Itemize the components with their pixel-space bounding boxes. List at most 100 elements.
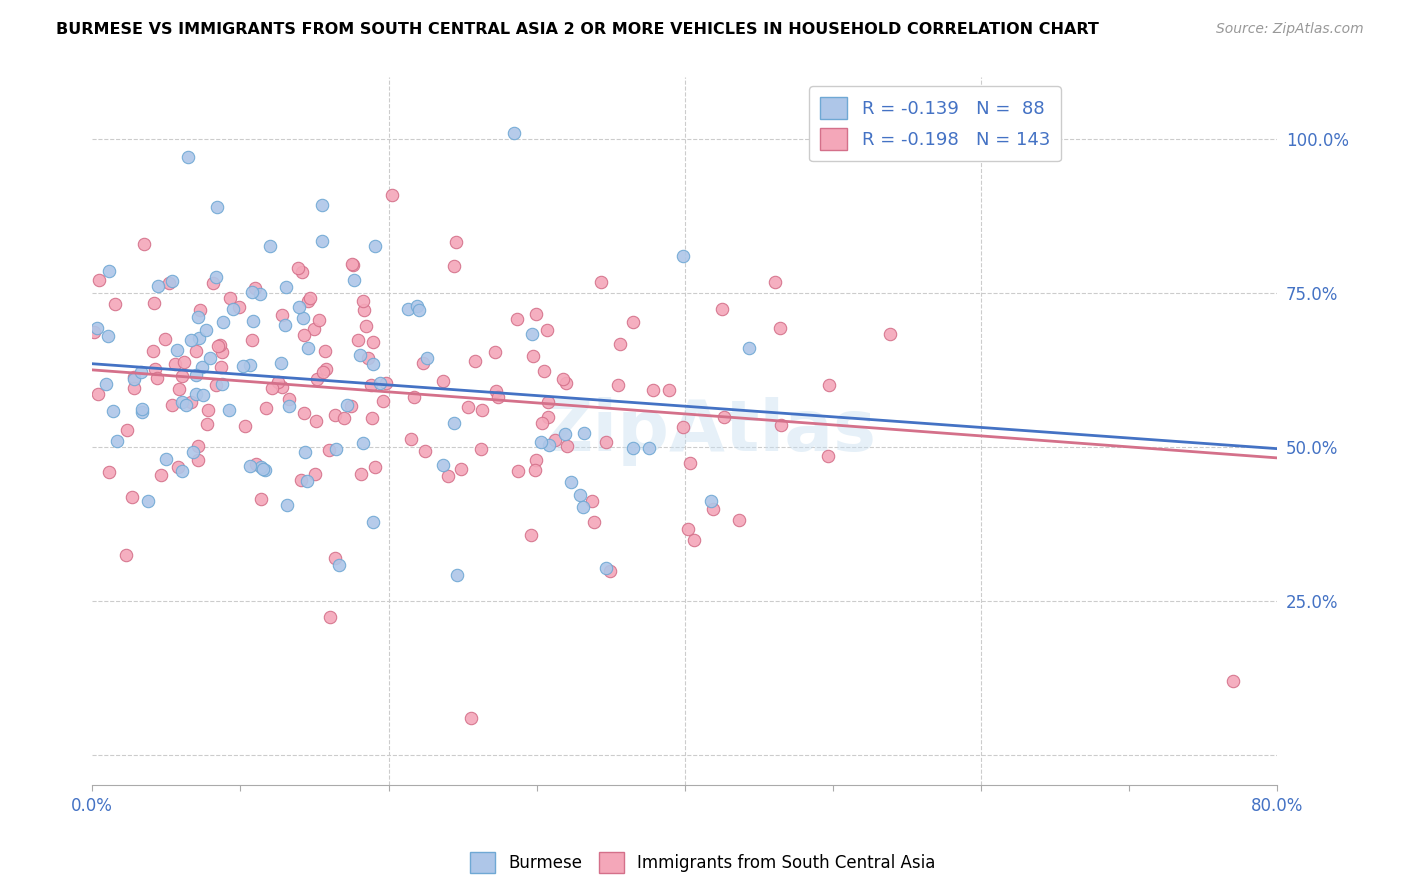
Point	[115, 424, 138, 438]
Point	[172, 464, 194, 478]
Point	[122, 381, 145, 395]
Point	[770, 418, 793, 433]
Legend: Burmese, Immigrants from South Central Asia: Burmese, Immigrants from South Central A…	[464, 846, 942, 880]
Point	[572, 426, 595, 441]
Point	[311, 234, 333, 248]
Point	[568, 488, 591, 502]
Point	[353, 303, 375, 318]
Point	[122, 369, 145, 384]
Point	[243, 281, 266, 295]
Point	[412, 356, 434, 370]
Point	[381, 187, 404, 202]
Point	[96, 377, 118, 392]
Point	[294, 445, 316, 459]
Point	[702, 502, 724, 516]
Point	[160, 274, 183, 288]
Point	[581, 494, 603, 508]
Point	[187, 310, 209, 325]
Point	[233, 418, 256, 433]
Point	[607, 378, 630, 392]
Point	[335, 398, 357, 412]
Point	[292, 310, 315, 325]
Point	[245, 457, 267, 471]
Point	[292, 328, 315, 343]
Point	[170, 369, 193, 384]
Point	[270, 356, 292, 370]
Point	[373, 394, 395, 409]
Point	[443, 260, 465, 274]
Point	[343, 273, 366, 287]
Point	[218, 403, 240, 417]
Point	[672, 249, 695, 263]
Point	[520, 327, 543, 342]
Point	[333, 411, 356, 425]
Point	[609, 337, 631, 351]
Point	[191, 388, 214, 402]
Point	[201, 276, 224, 290]
Legend: R = -0.139   N =  88, R = -0.198   N = 143: R = -0.139 N = 88, R = -0.198 N = 143	[810, 87, 1062, 161]
Point	[250, 459, 273, 474]
Point	[297, 342, 319, 356]
Point	[323, 409, 346, 423]
Point	[638, 441, 661, 455]
Point	[302, 322, 325, 336]
Point	[485, 384, 508, 399]
Point	[290, 473, 312, 487]
Point	[591, 275, 613, 289]
Point	[683, 533, 706, 547]
Point	[769, 320, 792, 334]
Point	[211, 345, 233, 359]
Point	[328, 558, 350, 573]
Point	[368, 376, 391, 390]
Point	[195, 323, 218, 337]
Point	[364, 239, 387, 253]
Point	[274, 318, 297, 332]
Text: Source: ZipAtlas.com: Source: ZipAtlas.com	[1216, 22, 1364, 37]
Point	[354, 318, 377, 333]
Point	[416, 351, 439, 366]
Point	[361, 357, 384, 371]
Point	[278, 399, 301, 413]
Point	[86, 320, 108, 334]
Point	[162, 398, 184, 412]
Point	[143, 295, 166, 310]
Text: BURMESE VS IMMIGRANTS FROM SOUTH CENTRAL ASIA 2 OR MORE VEHICLES IN HOUSEHOLD CO: BURMESE VS IMMIGRANTS FROM SOUTH CENTRAL…	[56, 22, 1099, 37]
Point	[676, 522, 699, 536]
Point	[212, 315, 235, 329]
Point	[582, 515, 605, 529]
Point	[443, 416, 465, 430]
Point	[524, 307, 547, 321]
Point	[219, 291, 242, 305]
Point	[157, 276, 180, 290]
Point	[533, 364, 555, 378]
Point	[187, 452, 209, 467]
Point	[209, 359, 232, 374]
Point	[364, 460, 387, 475]
Point	[181, 445, 204, 459]
Point	[522, 349, 544, 363]
Point	[679, 456, 702, 470]
Point	[228, 300, 250, 314]
Point	[205, 378, 228, 392]
Point	[83, 326, 105, 340]
Point	[105, 434, 128, 448]
Y-axis label: 2 or more Vehicles in Household: 2 or more Vehicles in Household	[0, 297, 8, 566]
Point	[254, 401, 277, 416]
Point	[167, 460, 190, 475]
Point	[240, 285, 263, 300]
Point	[136, 493, 159, 508]
Point	[167, 382, 190, 396]
Point	[323, 550, 346, 565]
Point	[402, 391, 425, 405]
Point	[288, 300, 311, 314]
Point	[396, 302, 419, 317]
Point	[240, 333, 263, 347]
Point	[572, 500, 595, 514]
Point	[554, 426, 576, 441]
Point	[599, 564, 621, 578]
Point	[342, 256, 364, 270]
Point	[299, 292, 322, 306]
Point	[207, 339, 229, 353]
Point	[114, 548, 136, 562]
Point	[142, 344, 165, 359]
